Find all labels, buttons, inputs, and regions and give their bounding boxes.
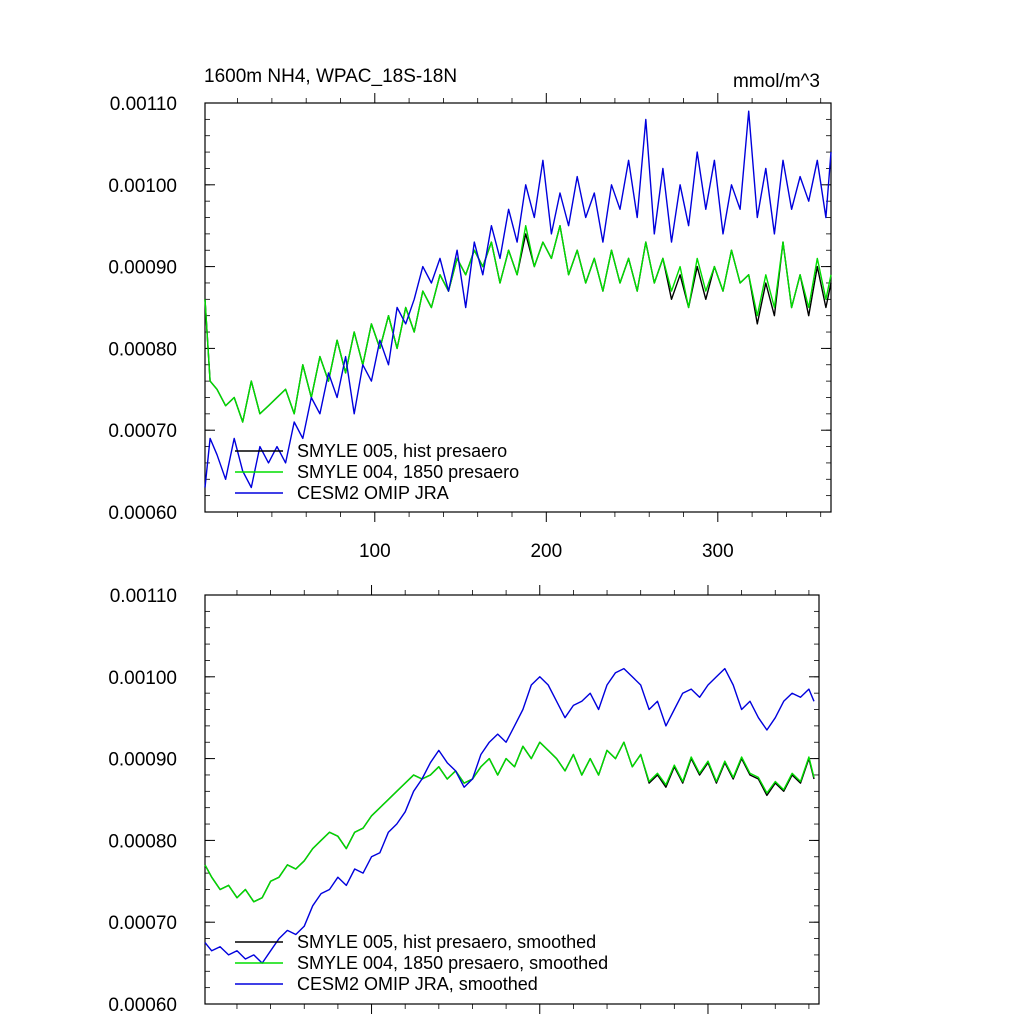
- y-tick-label: 0.00090: [108, 258, 177, 279]
- legend-label: SMYLE 004, 1850 presaero: [297, 462, 519, 482]
- top-tick-marks: [205, 93, 831, 522]
- series-line-2: [204, 224, 832, 423]
- units-label: mmol/m^3: [733, 71, 820, 92]
- x-tick-label: 200: [530, 541, 562, 562]
- top-y-tick-labels: 0.00060 0.00070 0.00080 0.00090 0.00100 0.001…: [108, 94, 177, 524]
- legend-label: SMYLE 005, hist presaero: [297, 441, 507, 461]
- bottom-legend: SMYLE 005, hist presaero, smoothedSMYLE …: [235, 932, 608, 994]
- y-tick-label: 0.00100: [108, 668, 177, 689]
- y-tick-label: 0.00080: [108, 831, 177, 852]
- series-line-3: [204, 110, 832, 489]
- legend-label: SMYLE 004, 1850 presaero, smoothed: [297, 953, 608, 973]
- bottom-tick-marks: [205, 585, 819, 1014]
- y-tick-label: 0.00060: [108, 995, 177, 1016]
- series-line-2: [204, 741, 815, 903]
- legend-label: CESM2 OMIP JRA: [297, 483, 449, 503]
- bottom-plot-frame: [204, 594, 820, 1005]
- bottom-series-lines: [204, 667, 815, 964]
- series-line-3: [204, 667, 815, 964]
- y-tick-label: 0.00080: [108, 339, 177, 360]
- y-tick-label: 0.00070: [108, 913, 177, 934]
- y-tick-label: 0.00100: [108, 176, 177, 197]
- bottom-panel: 0.00060 0.00070 0.00080 0.00090 0.00100 0.001…: [108, 585, 820, 1016]
- legend-label: CESM2 OMIP JRA, smoothed: [297, 974, 538, 994]
- top-panel: 0.00060 0.00070 0.00080 0.00090 0.00100 0.001…: [108, 93, 832, 562]
- series-line-1: [204, 224, 832, 423]
- y-tick-label: 0.00090: [108, 750, 177, 771]
- top-series-lines: [204, 110, 832, 489]
- legend-label: SMYLE 005, hist presaero, smoothed: [297, 932, 596, 952]
- x-tick-label: 100: [359, 541, 391, 562]
- bottom-y-tick-labels: 0.00060 0.00070 0.00080 0.00090 0.00100 0.001…: [108, 586, 177, 1016]
- chart-title: 1600m NH4, WPAC_18S-18N: [204, 66, 457, 87]
- y-tick-label: 0.00110: [110, 94, 177, 115]
- top-x-tick-labels: 100 200 300: [359, 541, 734, 562]
- x-tick-label: 300: [702, 541, 734, 562]
- y-tick-label: 0.00110: [110, 586, 177, 607]
- y-tick-label: 0.00070: [108, 421, 177, 442]
- y-tick-label: 0.00060: [108, 503, 177, 524]
